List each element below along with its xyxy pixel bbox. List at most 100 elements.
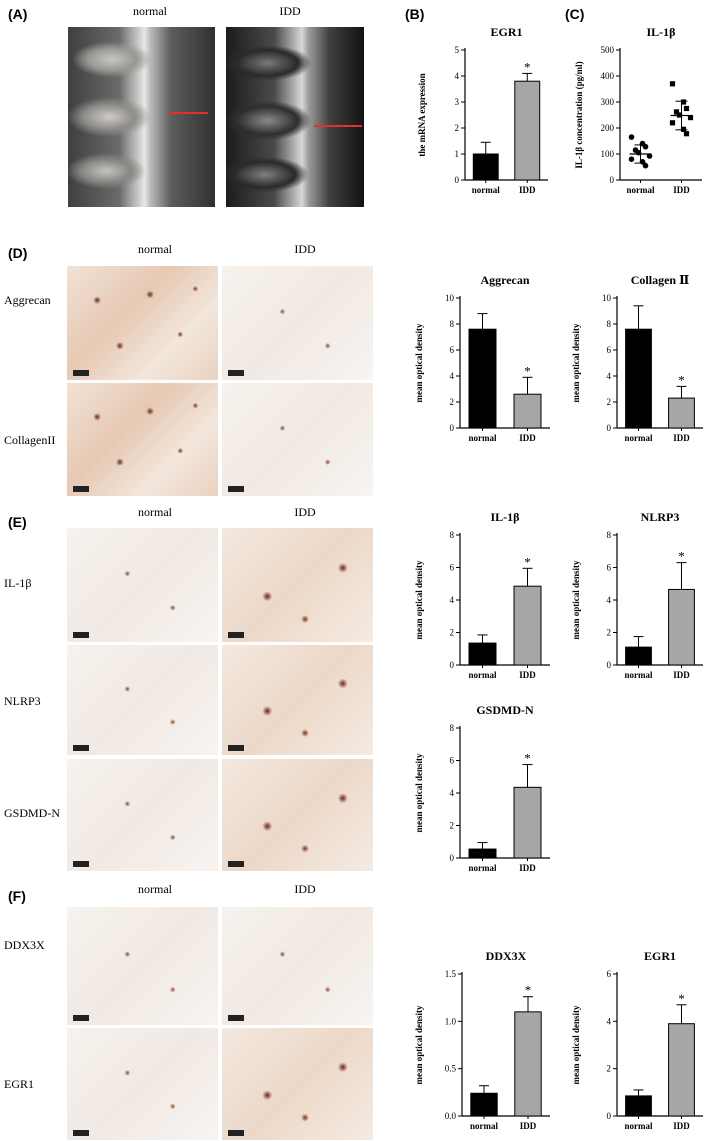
col-header-normal: normal (133, 4, 167, 18)
bar (472, 153, 499, 181)
y-tick-label: 0.0 (445, 1111, 457, 1121)
data-point (680, 126, 687, 132)
panel-label-b: (B) (405, 6, 425, 22)
chart-gsdmd-n: GSDMD-N mean optical density 0 2 4 6 8 normal ID… (414, 703, 550, 873)
significance-marker: * (678, 372, 685, 387)
x-tick-label: normal (470, 1121, 498, 1131)
col-header-idd: IDD (294, 242, 316, 256)
y-tick-label: 300 (601, 97, 615, 107)
chart-nlrp3: NLRP3 mean optical density 0 2 4 6 8 normal IDD * (571, 510, 703, 680)
y-tick-label: 0 (607, 660, 612, 670)
y-tick-label: 0.5 (445, 1064, 457, 1074)
y-tick-label: 8 (450, 530, 455, 540)
y-tick-label: 2 (450, 397, 455, 407)
ihc-egr1-idd-image (222, 1028, 373, 1140)
bar (668, 397, 695, 429)
significance-marker: * (524, 554, 531, 569)
panel-label-d: (D) (8, 245, 28, 261)
y-axis-label: mean optical density (571, 1005, 581, 1085)
y-tick-label: 2 (607, 1064, 612, 1074)
y-tick-label: 8 (450, 723, 455, 733)
ihc-collagen-idd-image (222, 383, 373, 496)
panel-label-a: (A) (8, 6, 28, 22)
ihc-collagen-normal-image (67, 383, 218, 496)
data-point (669, 81, 676, 87)
bar (468, 848, 497, 859)
row-label-gsdmdn: GSDMD-N (4, 806, 61, 820)
row-label-aggrecan: Aggrecan (4, 293, 51, 307)
x-tick-label: normal (469, 863, 497, 873)
y-tick-label: 10 (602, 293, 612, 303)
bar (625, 646, 652, 666)
x-tick-label: IDD (519, 863, 536, 873)
ihc-ddx3x-normal-image (67, 907, 218, 1025)
y-axis-label: mean optical density (414, 323, 424, 403)
data-point (628, 134, 635, 140)
chart-il1b: IL-1β mean optical density 0 2 4 6 8 normal IDD * (414, 510, 550, 680)
red-arrow-icon (314, 125, 362, 127)
data-point (673, 109, 680, 115)
bar (668, 1023, 695, 1117)
significance-marker: * (678, 549, 685, 564)
chart-egr1-mrna: EGR1 the mRNA expression 0 1 2 3 4 5 normal IDD * (417, 25, 548, 195)
bar (468, 642, 497, 666)
data-point (683, 105, 690, 112)
y-tick-label: 2 (607, 397, 612, 407)
y-axis-label: mean optical density (414, 1005, 424, 1085)
y-tick-label: 4 (607, 371, 612, 381)
y-tick-label: 2 (450, 628, 455, 638)
data-point (669, 120, 676, 126)
x-tick-label: IDD (519, 433, 536, 443)
ihc-aggrecan-idd-image (222, 266, 373, 380)
ihc-ddx3x-idd-image (222, 907, 373, 1025)
data-point (628, 156, 635, 162)
y-tick-label: 1.5 (445, 969, 457, 979)
panel-label-c: (C) (565, 6, 585, 22)
bar (513, 585, 542, 666)
col-header-idd: IDD (279, 4, 301, 18)
scale-bar (228, 745, 244, 751)
scale-bar (228, 632, 244, 638)
data-point (687, 115, 694, 121)
ihc-il1b-idd-image (222, 528, 373, 642)
y-tick-label: 6 (607, 969, 612, 979)
significance-marker: * (524, 363, 531, 378)
col-header-normal: normal (138, 242, 172, 256)
chart-egr1-density: EGR1 mean optical density 0 2 4 6 normal IDD * (571, 949, 703, 1131)
data-point (683, 131, 690, 137)
chart-title: GSDMD-N (476, 703, 534, 717)
scale-bar (228, 1015, 244, 1021)
ihc-aggrecan-normal-image (67, 266, 218, 380)
ihc-gsdmdn-idd-image (222, 759, 373, 871)
scale-bar (73, 1130, 89, 1136)
y-tick-label: 5 (455, 45, 460, 55)
bar (470, 1092, 498, 1117)
y-tick-label: 8 (607, 530, 612, 540)
chart-title: EGR1 (644, 949, 676, 963)
ihc-il1b-normal-image (67, 528, 218, 642)
y-tick-label: 0 (607, 423, 612, 433)
row-label-collagenii: CollagenII (4, 433, 56, 447)
y-tick-label: 2 (607, 628, 612, 638)
ihc-gsdmdn-normal-image (67, 759, 218, 871)
y-tick-label: 10 (445, 293, 455, 303)
y-tick-label: 4 (450, 788, 455, 798)
bar (513, 393, 542, 429)
bar (514, 80, 541, 181)
y-tick-label: 0 (450, 423, 455, 433)
data-point (646, 153, 653, 159)
x-tick-label: normal (469, 670, 497, 680)
x-tick-label: normal (469, 433, 497, 443)
bar (625, 1095, 652, 1117)
y-tick-label: 200 (601, 123, 615, 133)
x-tick-label: normal (625, 1121, 653, 1131)
x-tick-label: IDD (520, 1121, 537, 1131)
significance-marker: * (524, 751, 531, 766)
bar (513, 786, 542, 859)
row-label-il1b: IL-1β (4, 576, 32, 590)
chart-title: IL-1β (647, 25, 676, 39)
y-tick-label: 0 (607, 1111, 612, 1121)
mri-idd-image (226, 27, 364, 207)
x-tick-label: IDD (673, 670, 690, 680)
panel-label-e: (E) (8, 514, 27, 530)
